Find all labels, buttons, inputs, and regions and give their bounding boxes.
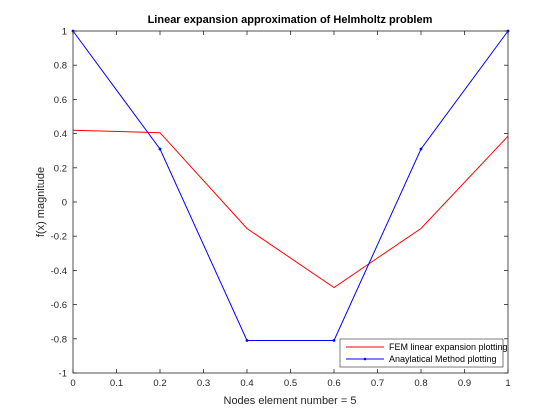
y-tick-label: -0.4 [51, 266, 67, 277]
y-axis-label: f(x) magnitude [35, 167, 47, 237]
series-line-1 [72, 30, 509, 341]
x-tick-label: 0.9 [458, 378, 471, 389]
legend: FEM linear expansion plotting Anaylatica… [339, 338, 508, 368]
x-tick-label: 1 [505, 378, 510, 389]
x-tick-label: 0.3 [197, 378, 210, 389]
x-axis-label: Nodes element number = 5 [224, 395, 357, 407]
chart-title: Linear expansion approximation of Helmho… [148, 14, 433, 26]
series-point-1 [245, 339, 249, 342]
series-line-0 [72, 129, 509, 289]
plot-area [73, 31, 508, 373]
y-tick-label: 0.2 [54, 163, 67, 174]
y-tick-label: 0.6 [54, 95, 67, 106]
x-tick-label: 0.7 [371, 378, 384, 389]
legend-box [339, 338, 504, 368]
x-tick-label: 0.1 [110, 378, 123, 389]
y-tick-label: 0.4 [54, 129, 67, 140]
x-tick-label: 0.4 [240, 378, 253, 389]
x-tick-label: 0.5 [284, 378, 297, 389]
y-tick-label: 0.8 [54, 61, 67, 72]
y-tick-label: 0 [62, 198, 67, 209]
x-tick-label: 0.8 [414, 378, 427, 389]
x-tick-label: 0.2 [153, 378, 166, 389]
x-tick-label: 0.6 [327, 378, 340, 389]
legend-marker-analytical [363, 357, 367, 361]
y-tick-label: -0.2 [51, 232, 67, 243]
y-tick-label: -0.8 [51, 334, 67, 345]
y-axis-ticks: -1 -0.8 -0.6 -0.4 -0.2 0 0.2 0.4 0.6 0.8 1 [51, 27, 508, 380]
series-point-1 [419, 147, 423, 151]
series-point-1 [332, 339, 336, 342]
legend-label-fem: FEM linear expansion plotting [389, 342, 508, 352]
x-axis-ticks: 0 0.1 0.2 0.3 0.4 0.5 0.6 0.7 0.8 0.9 1 [70, 31, 511, 389]
x-tick-label: 0 [70, 378, 75, 389]
series-point-1 [158, 147, 162, 151]
y-tick-label: 1 [62, 27, 67, 38]
legend-label-analytical: Anaylatical Method plotting [389, 354, 497, 364]
y-tick-label: -0.6 [51, 300, 67, 311]
y-tick-label: -1 [59, 369, 67, 380]
